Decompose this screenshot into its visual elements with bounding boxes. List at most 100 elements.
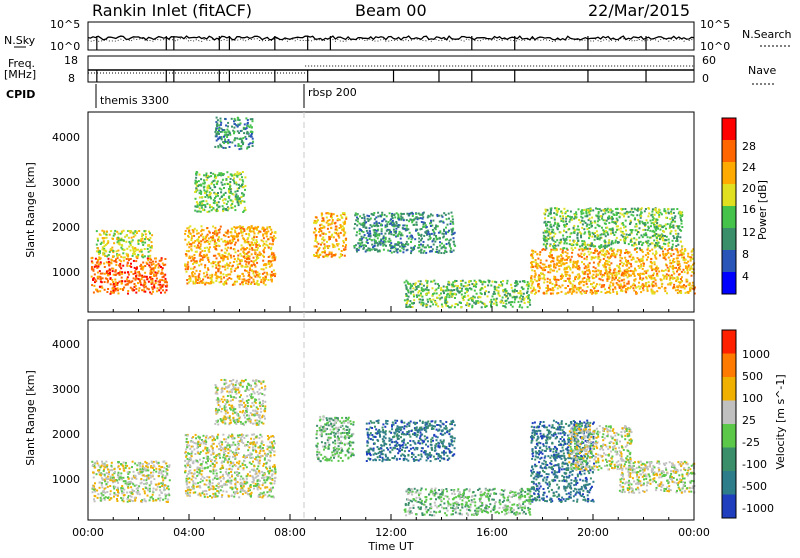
power-cell-2 — [202, 256, 204, 258]
power-cell-5 — [336, 240, 338, 242]
power-cell-2 — [254, 249, 256, 251]
power-cell-2 — [223, 277, 225, 279]
power-cell-8 — [650, 261, 652, 263]
power-cell-5 — [325, 233, 327, 235]
power-cell-7 — [485, 290, 487, 292]
power-cell-9 — [581, 245, 583, 247]
power-cell-6 — [362, 248, 364, 250]
power-cell-8 — [555, 283, 557, 285]
power-cell-4 — [220, 122, 222, 124]
power-cell-3 — [225, 209, 227, 211]
power-cell-8 — [601, 286, 603, 288]
power-cell-8 — [593, 282, 595, 284]
power-cell-1 — [121, 244, 123, 246]
power-cell-0 — [107, 280, 109, 282]
power-cell-7 — [441, 297, 443, 299]
power-cell-2 — [188, 246, 190, 248]
power-cell-4 — [228, 139, 230, 141]
power-cell-8 — [558, 285, 560, 287]
power-cell-8 — [531, 292, 533, 294]
power-cell-4 — [224, 134, 226, 136]
power-cell-7 — [412, 306, 414, 308]
power-cell-8 — [634, 285, 636, 287]
power-cell-8 — [677, 289, 679, 291]
power-cell-7 — [475, 303, 477, 305]
power-cell-6 — [369, 227, 371, 229]
power-cell-6 — [373, 214, 375, 216]
power-cell-7 — [510, 304, 512, 306]
power-cell-8 — [587, 286, 589, 288]
power-cell-0 — [126, 258, 128, 260]
power-cell-7 — [499, 295, 501, 297]
power-cell-6 — [388, 238, 390, 240]
power-cell-7 — [418, 295, 420, 297]
power-cell-9 — [586, 215, 588, 217]
power-cell-7 — [450, 289, 452, 291]
power-cell-8 — [683, 284, 685, 286]
power-cell-9 — [594, 220, 596, 222]
power-cell-8 — [622, 265, 624, 267]
power-cell-4 — [241, 140, 243, 142]
power-cell-5 — [326, 217, 328, 219]
power-cell-6 — [385, 238, 387, 240]
power-cell-4 — [251, 126, 253, 128]
power-cell-8 — [550, 261, 552, 263]
power-cell-5 — [324, 245, 326, 247]
power-cell-6 — [399, 231, 401, 233]
power-cell-6 — [383, 249, 385, 251]
power-cell-0 — [162, 276, 164, 278]
power-cell-3 — [230, 188, 232, 190]
power-cell-7 — [409, 288, 411, 290]
power-cell-8 — [683, 269, 685, 271]
power-cell-0 — [144, 272, 146, 274]
power-cell-6 — [394, 224, 396, 226]
power-cell-6 — [355, 219, 357, 221]
power-cell-9 — [597, 208, 599, 210]
power-cell-5 — [330, 215, 332, 217]
power-cell-6 — [393, 229, 395, 231]
power-cell-7 — [475, 283, 477, 285]
power-cell-6 — [387, 250, 389, 252]
power-cell-3 — [235, 182, 237, 184]
power-cell-2 — [215, 230, 217, 232]
power-cell-6 — [448, 230, 450, 232]
power-cell-1 — [100, 243, 102, 245]
power-cell-0 — [91, 266, 93, 268]
power-cell-2 — [263, 249, 265, 251]
power-cell-7 — [421, 287, 423, 289]
power-cell-8 — [655, 258, 657, 260]
power-cell-2 — [196, 230, 198, 232]
power-cell-5 — [331, 252, 333, 254]
power-cell-9 — [681, 245, 683, 247]
power-cell-9 — [635, 229, 637, 231]
power-cell-8 — [686, 268, 688, 270]
power-cell-9 — [608, 242, 610, 244]
power-cell-3 — [199, 204, 201, 206]
power-cell-5 — [327, 255, 329, 257]
power-cell-6 — [422, 226, 424, 228]
power-cell-2 — [270, 233, 272, 235]
power-cell-9 — [639, 220, 641, 222]
power-cell-6 — [369, 238, 371, 240]
power-cell-5 — [333, 213, 335, 215]
power-cell-7 — [498, 284, 500, 286]
power-cell-6 — [376, 224, 378, 226]
power-cell-8 — [558, 268, 560, 270]
power-cell-7 — [482, 283, 484, 285]
power-cell-7 — [490, 299, 492, 301]
power-cell-2 — [237, 264, 239, 266]
power-cell-2 — [198, 273, 200, 275]
power-cell-9 — [566, 242, 568, 244]
power-cell-6 — [383, 218, 385, 220]
power-cell-2 — [225, 241, 227, 243]
power-cell-2 — [210, 262, 212, 264]
power-cell-3 — [213, 184, 215, 186]
power-cell-2 — [190, 239, 192, 241]
power-cell-2 — [266, 233, 268, 235]
power-cell-8 — [557, 259, 559, 261]
power-cell-9 — [579, 231, 581, 233]
power-cell-2 — [257, 257, 259, 259]
power-cell-2 — [186, 244, 188, 246]
power-cell-2 — [266, 235, 268, 237]
power-cell-2 — [193, 259, 195, 261]
